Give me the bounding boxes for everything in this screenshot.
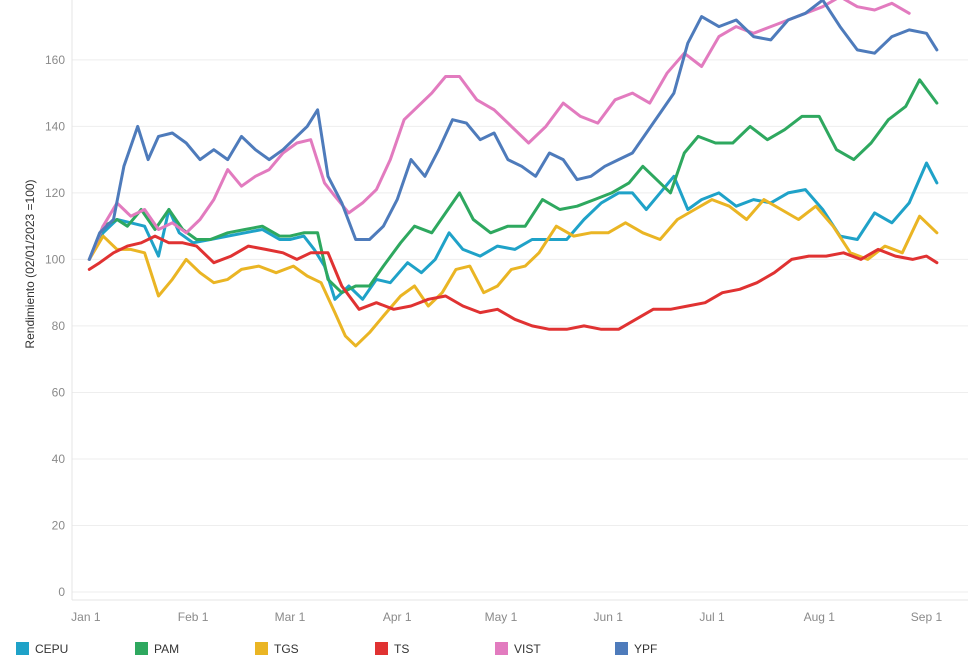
legend-label: PAM: [154, 642, 179, 656]
legend-swatch: [255, 642, 268, 655]
legend: CEPU PAM TGS TS VIST YPF: [16, 642, 657, 656]
legend-item-ypf[interactable]: YPF: [615, 642, 657, 656]
y-tick-label: 100: [45, 252, 65, 266]
x-tick-label: Jul 1: [699, 610, 725, 624]
legend-swatch: [135, 642, 148, 655]
x-tick-label: Feb 1: [178, 610, 209, 624]
y-tick-label: 80: [52, 319, 66, 333]
legend-swatch: [495, 642, 508, 655]
series-layer: [89, 0, 937, 346]
grid-layer: [72, 0, 968, 592]
y-tick-label: 20: [52, 518, 66, 532]
y-tick-label: 160: [45, 53, 65, 67]
x-tick-label: Sep 1: [911, 610, 943, 624]
legend-swatch: [615, 642, 628, 655]
y-tick-label: 0: [58, 585, 65, 599]
legend-item-vist[interactable]: VIST: [495, 642, 541, 656]
legend-swatch: [16, 642, 29, 655]
x-tick-label: Aug 1: [804, 610, 836, 624]
series-line-tgs: [89, 200, 937, 346]
legend-label: YPF: [634, 642, 657, 656]
y-tick-label: 140: [45, 119, 65, 133]
legend-item-pam[interactable]: PAM: [135, 642, 179, 656]
y-tick-label: 120: [45, 186, 65, 200]
y-axis-title: Rendimiento (02/01/2023 =100): [23, 179, 37, 348]
x-tick-label: Jan 1: [71, 610, 101, 624]
x-tick-label: May 1: [485, 610, 518, 624]
y-tick-label: 60: [52, 385, 66, 399]
x-tick-label: Jun 1: [594, 610, 624, 624]
legend-label: TS: [394, 642, 409, 656]
legend-item-ts[interactable]: TS: [375, 642, 409, 656]
legend-swatch: [375, 642, 388, 655]
legend-label: CEPU: [35, 642, 68, 656]
x-tick-label: Mar 1: [275, 610, 306, 624]
x-tick-label: Apr 1: [383, 610, 412, 624]
legend-label: TGS: [274, 642, 299, 656]
legend-item-cepu[interactable]: CEPU: [16, 642, 68, 656]
legend-item-tgs[interactable]: TGS: [255, 642, 299, 656]
y-tick-label: 40: [52, 452, 66, 466]
series-line-cepu: [89, 163, 937, 299]
legend-label: VIST: [514, 642, 541, 656]
